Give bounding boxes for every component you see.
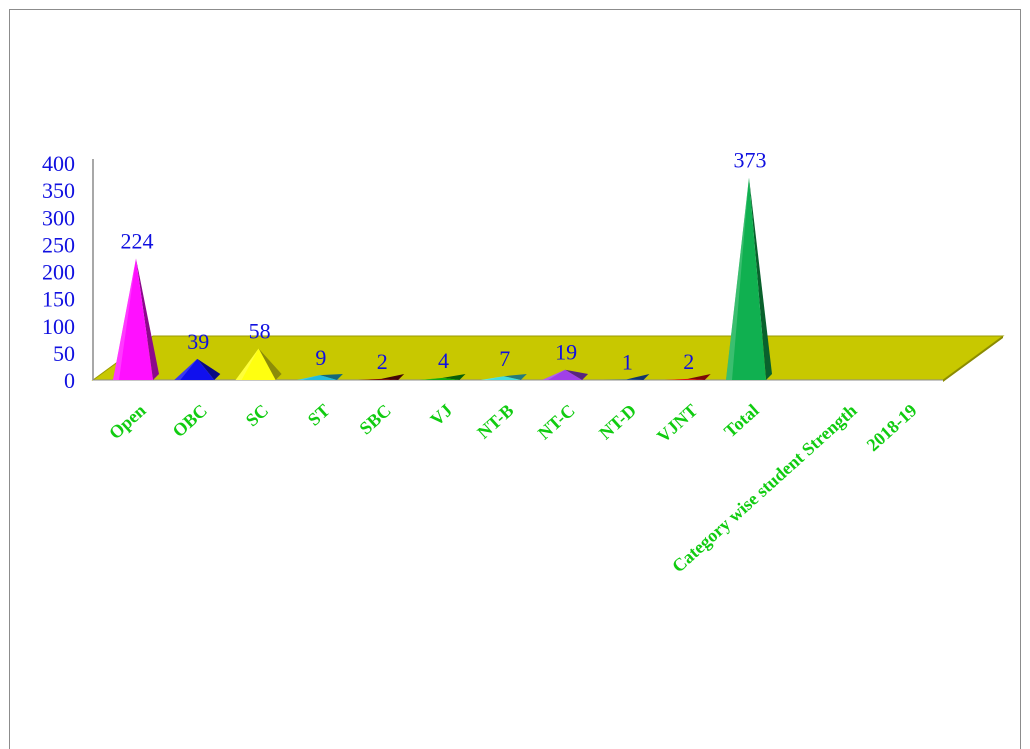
y-tick-label: 50	[53, 341, 75, 366]
y-tick-label: 100	[42, 314, 75, 339]
floor-top	[91, 335, 1005, 381]
pyramid-bar	[358, 374, 405, 380]
pyramid-bar	[296, 374, 343, 380]
pyramid-bar	[480, 374, 527, 380]
data-label: 9	[315, 345, 326, 370]
category-label: NT-C	[534, 400, 579, 443]
data-label: 19	[555, 340, 577, 365]
data-labels: 224 39 58 9 2 4 7 19 1 2 373	[121, 148, 767, 375]
data-label: 2	[683, 349, 694, 374]
category-label: NT-B	[473, 400, 517, 443]
data-label: 4	[438, 348, 449, 373]
data-label: 2	[377, 349, 388, 374]
category-labels: Open OBC SC ST SBC VJ NT-B NT-C NT-D VJNT TotalCat…	[105, 400, 921, 576]
category-label: SBC	[355, 400, 394, 438]
data-label: 39	[187, 329, 209, 354]
pyramid-bars	[113, 177, 772, 380]
axis-extra-label: Category wise student Strength	[668, 400, 861, 576]
category-label: ST	[304, 400, 334, 430]
axis-extra-label: 2018-19	[863, 400, 921, 455]
floor-edge	[943, 336, 1003, 382]
y-tick-label: 250	[42, 232, 75, 257]
category-label: OBC	[169, 400, 211, 441]
category-label: NT-D	[595, 400, 640, 443]
category-label: SC	[242, 400, 272, 430]
category-label: VJ	[426, 400, 456, 430]
pyramid-bar	[664, 374, 711, 380]
y-tick-label: 150	[42, 287, 75, 312]
y-tick-label: 200	[42, 260, 75, 285]
data-label: 1	[622, 349, 633, 374]
y-tick-label: 300	[42, 205, 75, 230]
pyramid-bar	[113, 258, 159, 380]
data-label: 7	[499, 346, 510, 371]
chart-frame	[9, 9, 1021, 749]
category-label: VJNT	[653, 400, 701, 446]
pyramid-bar	[174, 358, 221, 380]
chart-floor	[91, 335, 1005, 382]
data-label: 373	[734, 148, 767, 173]
pyramid-bar	[726, 177, 772, 380]
y-tick-label: 0	[64, 368, 75, 393]
pyramid-bar	[603, 374, 650, 380]
data-label: 58	[249, 319, 271, 344]
y-tick-label: 350	[42, 178, 75, 203]
data-label: 224	[121, 228, 154, 253]
category-label: Total	[720, 400, 763, 441]
pyramid-bar	[419, 374, 466, 380]
pyramid-bar	[235, 348, 282, 380]
y-tick-label: 400	[42, 151, 75, 176]
pyramid-bar	[542, 369, 589, 380]
category-label: Open	[105, 400, 150, 443]
